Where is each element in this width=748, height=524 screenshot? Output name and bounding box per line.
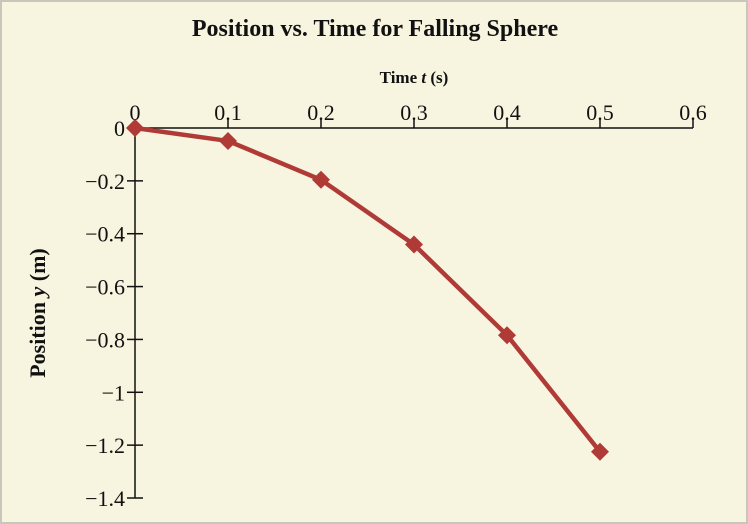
y-axis-variable: y xyxy=(25,286,50,299)
data-point-marker xyxy=(591,442,609,461)
y-tick-label: 0 xyxy=(114,116,125,141)
series-line xyxy=(134,125,602,454)
y-tick-label: −0.4 xyxy=(85,222,125,247)
y-axis-unit: (m) xyxy=(25,248,50,286)
x-tick-label: 0.1 xyxy=(214,100,242,125)
x-axis-variable: t xyxy=(421,68,427,87)
x-axis-label-text: Time xyxy=(380,68,422,87)
data-point-marker xyxy=(405,235,423,254)
y-tick-label: −0.6 xyxy=(85,275,125,300)
y-tick-label: −1.2 xyxy=(85,433,125,458)
x-tick-label: 0 xyxy=(130,100,141,125)
x-tick-label: 0.4 xyxy=(493,100,521,125)
data-point-marker xyxy=(219,131,237,150)
chart-title: Position vs. Time for Falling Sphere xyxy=(192,16,559,42)
data-point-marker xyxy=(312,170,330,189)
y-axis-label-text: Position xyxy=(25,296,50,377)
y-tick-label: −0.2 xyxy=(85,169,125,194)
x-tick-label: 0.5 xyxy=(586,100,614,125)
data-point-marker xyxy=(126,119,144,137)
data-point-marker xyxy=(498,326,516,345)
y-tick-label: −1.4 xyxy=(85,486,125,511)
y-tick-label: −0.8 xyxy=(85,327,125,352)
x-axis-unit: (s) xyxy=(426,68,448,87)
x-tick-label: 0.3 xyxy=(400,100,428,125)
y-axis-label: Position y (m) xyxy=(25,248,50,378)
x-axis-label: Time t (s) xyxy=(380,68,449,87)
y-tick-label: −1 xyxy=(102,380,125,405)
x-tick-label: 0.2 xyxy=(307,100,335,125)
x-tick-label: 0.6 xyxy=(679,100,707,125)
